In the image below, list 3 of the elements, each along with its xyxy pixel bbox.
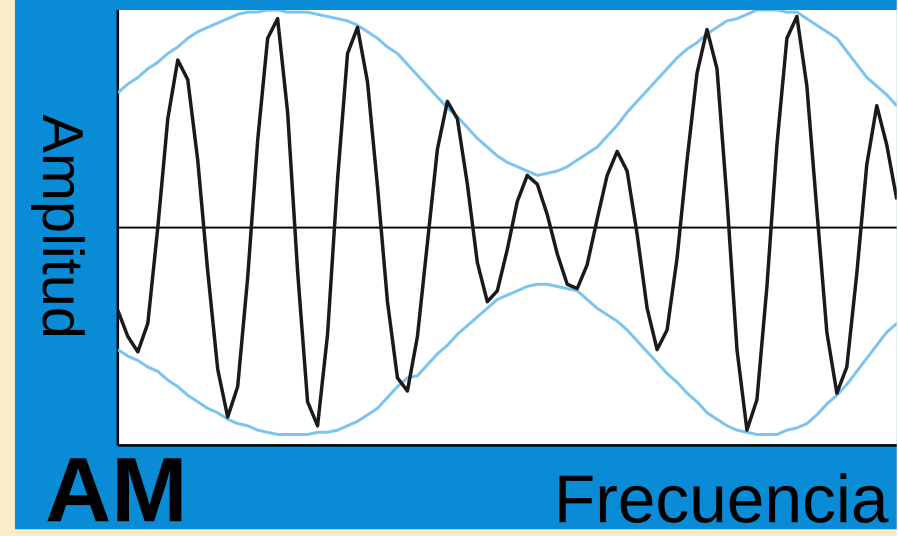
x-axis-title: Frecuencia	[559, 473, 889, 523]
text: AM	[47, 458, 182, 522]
y-axis-title: Amplitud	[31, 114, 85, 336]
